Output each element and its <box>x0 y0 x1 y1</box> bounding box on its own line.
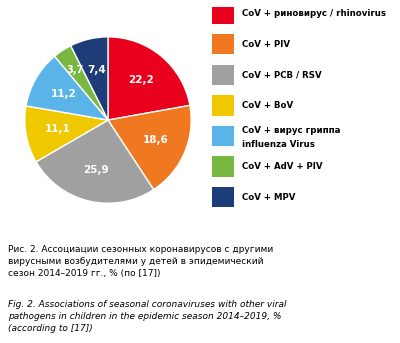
Text: influenza Virus: influenza Virus <box>242 140 315 150</box>
Text: CoV + PIV: CoV + PIV <box>242 40 290 49</box>
Text: CoV + риновирус / rhinovirus: CoV + риновирус / rhinovirus <box>242 9 386 18</box>
Text: 11,1: 11,1 <box>44 124 70 134</box>
Text: CoV + AdV + PIV: CoV + AdV + PIV <box>242 162 322 171</box>
Text: CoV + РСВ / RSV: CoV + РСВ / RSV <box>242 70 322 79</box>
Text: CoV + вирус гриппа: CoV + вирус гриппа <box>242 126 340 135</box>
Text: 18,6: 18,6 <box>142 135 168 145</box>
FancyBboxPatch shape <box>212 95 234 116</box>
FancyBboxPatch shape <box>212 34 234 55</box>
FancyBboxPatch shape <box>212 187 234 207</box>
FancyBboxPatch shape <box>212 3 234 24</box>
Wedge shape <box>108 37 190 120</box>
Text: 11,2: 11,2 <box>50 89 76 99</box>
FancyBboxPatch shape <box>212 156 234 177</box>
Wedge shape <box>108 105 191 190</box>
FancyBboxPatch shape <box>212 126 234 146</box>
FancyBboxPatch shape <box>212 64 234 85</box>
Text: 3,7: 3,7 <box>66 65 84 75</box>
Wedge shape <box>25 106 108 162</box>
Text: CoV + BoV: CoV + BoV <box>242 101 293 110</box>
Text: CoV + MPV: CoV + MPV <box>242 192 295 202</box>
Wedge shape <box>71 37 108 120</box>
Wedge shape <box>26 56 108 120</box>
Wedge shape <box>55 46 108 120</box>
Text: Fig. 2. Associations of seasonal coronaviruses with other viral
pathogens in chi: Fig. 2. Associations of seasonal coronav… <box>8 300 286 333</box>
Text: Рис. 2. Ассоциации сезонных коронавирусов с другими
вирусными возбудителями у де: Рис. 2. Ассоциации сезонных коронавирусо… <box>8 245 273 278</box>
Text: 22,2: 22,2 <box>128 75 154 85</box>
Text: 7,4: 7,4 <box>87 65 106 75</box>
Wedge shape <box>36 120 154 203</box>
Text: 25,9: 25,9 <box>83 165 109 175</box>
